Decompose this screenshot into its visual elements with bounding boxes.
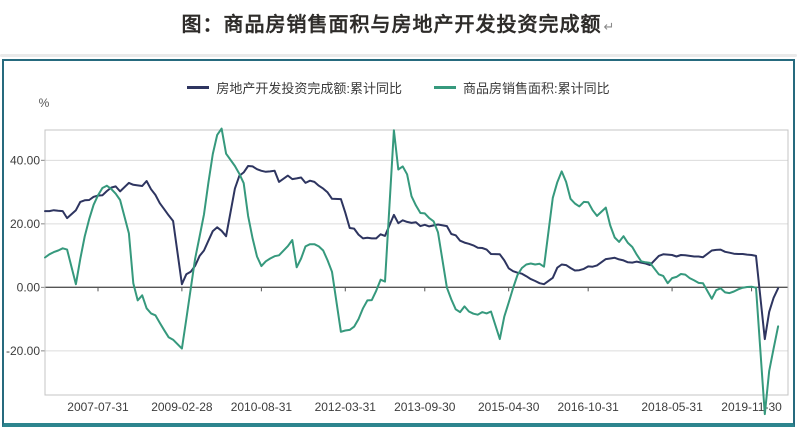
x-tick-label-2009-02-28: 2009-02-28 [151, 400, 213, 414]
invest-series-line [44, 165, 780, 341]
legend-label-sales: 商品房销售面积:累计同比 [463, 81, 610, 96]
legend-item-sales: 商品房销售面积:累计同比 [434, 78, 610, 97]
y-tick-label--20.00: -20.00 [6, 344, 40, 358]
x-tick-label-2013-09-30: 2013-09-30 [394, 400, 456, 414]
x-tick-label-2018-05-31: 2018-05-31 [641, 400, 703, 414]
sales-line-swatch-icon [434, 86, 456, 89]
x-tick-label-2012-03-31: 2012-03-31 [315, 400, 377, 414]
chart-title: 图：商品房销售面积与房地产开发投资完成额 ↵ [0, 8, 797, 37]
x-tick-label-2007-07-31: 2007-07-31 [67, 400, 129, 414]
x-tick-label-2016-10-31: 2016-10-31 [557, 400, 619, 414]
legend-label-invest: 房地产开发投资完成额:累计同比 [216, 81, 402, 96]
sales-series-line [44, 127, 780, 416]
legend-item-invest: 房地产开发投资完成额:累计同比 [187, 78, 402, 97]
plot-frame [44, 129, 789, 396]
invest-line-swatch-icon [187, 86, 210, 89]
chart-legend: 房地产开发投资完成额:累计同比 商品房销售面积:累计同比 [4, 78, 793, 97]
y-tick-label-40.00: 40.00 [10, 153, 40, 167]
y-axis-unit-label: % [39, 96, 50, 110]
y-tick-label-20.00: 20.00 [10, 217, 40, 231]
chart-card: 房地产开发投资完成额:累计同比 商品房销售面积:累计同比 [2, 59, 795, 427]
paragraph-return-mark: ↵ [603, 19, 616, 34]
x-tick-label-2010-08-31: 2010-08-31 [231, 400, 293, 414]
x-tick-label-2019-11-30: 2019-11-30 [721, 400, 782, 414]
chart-title-text: 图：商品房销售面积与房地产开发投资完成额 [181, 14, 602, 36]
y-tick-label-0.00: 0.00 [17, 280, 41, 294]
x-tick-label-2015-04-30: 2015-04-30 [478, 400, 540, 414]
divider-strip [0, 54, 797, 57]
